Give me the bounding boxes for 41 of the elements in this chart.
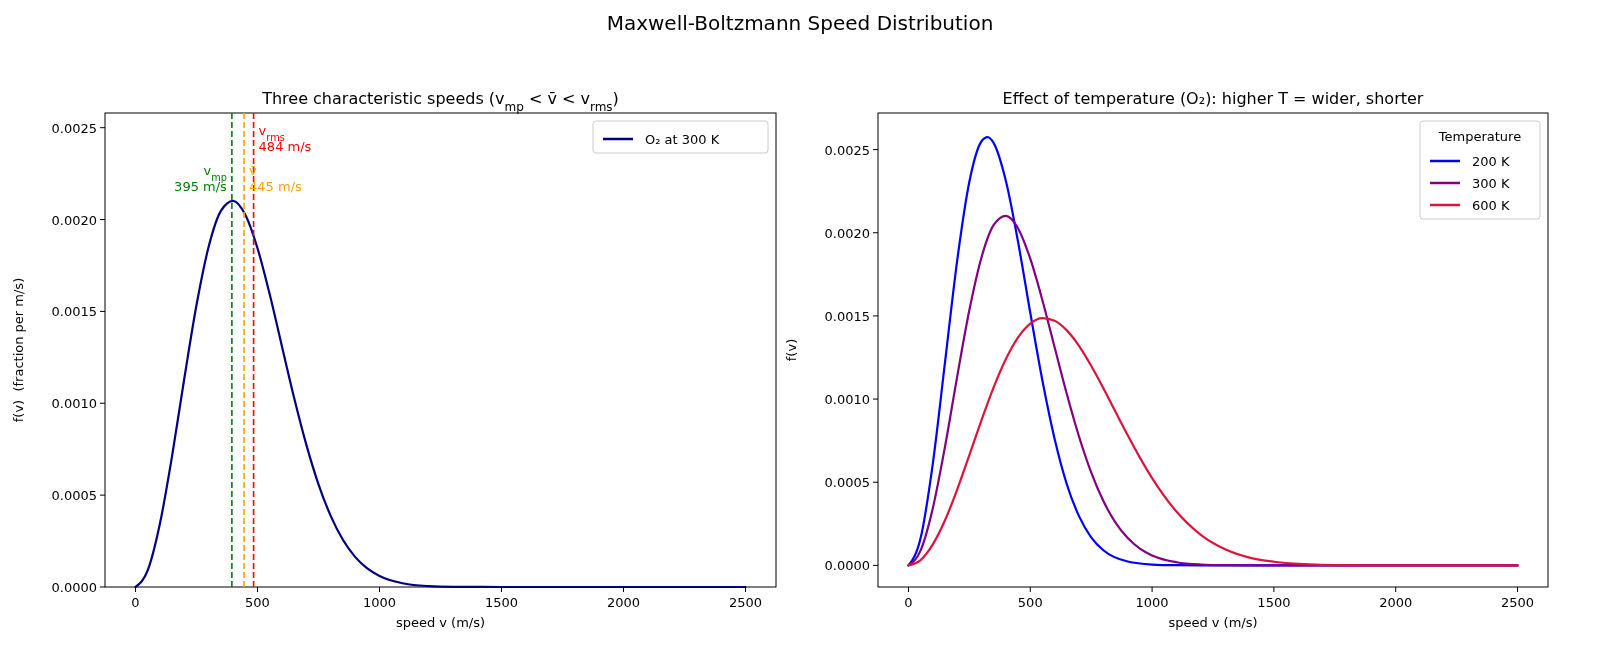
legend-title: Temperature [1437,129,1522,144]
y-axis-title: f(v) [784,338,799,362]
y-tick-label: 0.0005 [51,488,97,504]
x-tick-label: 0 [904,595,913,610]
chart-title: Three characteristic speeds (v$_{mp}$ < v̄ < v$_{rms}$) [261,89,619,114]
x-tick-label: 500 [245,595,270,610]
y-tick-label: 0.0025 [51,120,97,136]
x-tick-label: 500 [1017,595,1043,610]
y-axis-title: f(v) (fraction per m/s) [11,277,26,423]
ref-line-label: v$_{mp}$ 395 m/s [174,163,228,194]
y-tick-label: 0.0000 [51,580,97,595]
x-axis-title: speed v (m/s) [1168,615,1258,630]
legend-label: 300 K [1472,176,1510,191]
legend-label: 200 K [1472,154,1510,169]
chart-title: Effect of temperature (O₂): higher T = wider, shorter [1002,89,1424,108]
legend-label: 600 K [1472,198,1510,213]
x-tick-label: 1000 [362,595,397,610]
x-tick-label: 2500 [1501,595,1535,610]
x-tick-label: 1500 [484,595,519,610]
ref-line-label: v̄ 445 m/s [249,163,303,194]
y-tick-label: 0.0000 [824,558,870,574]
line-series [907,316,1519,567]
legend-label: O₂ at 300 K [645,132,720,147]
ref-line-label: v$_{rms}$ 484 m/s [258,123,312,154]
text: Maxwell-Boltzmann Speed Distribution [606,11,994,35]
x-tick-label: 2500 [728,595,763,610]
x-tick-label: 1500 [1257,595,1291,610]
y-tick-label: 0.0015 [824,308,870,324]
y-tick-label: 0.0020 [824,225,870,241]
line-series [134,199,747,589]
x-tick-label: 1000 [1135,595,1169,610]
y-tick-label: 0.0005 [824,475,870,491]
y-tick-label: 0.0020 [51,212,97,228]
x-tick-label: 0 [131,595,140,610]
y-tick-label: 0.0010 [824,392,870,408]
y-tick-label: 0.0010 [51,396,97,412]
y-tick-label: 0.0025 [824,142,870,158]
y-tick-label: 0.0015 [51,304,97,320]
x-tick-label: 2000 [1379,595,1413,610]
x-tick-label: 2000 [606,595,641,610]
x-axis-title: speed v (m/s) [395,615,486,630]
